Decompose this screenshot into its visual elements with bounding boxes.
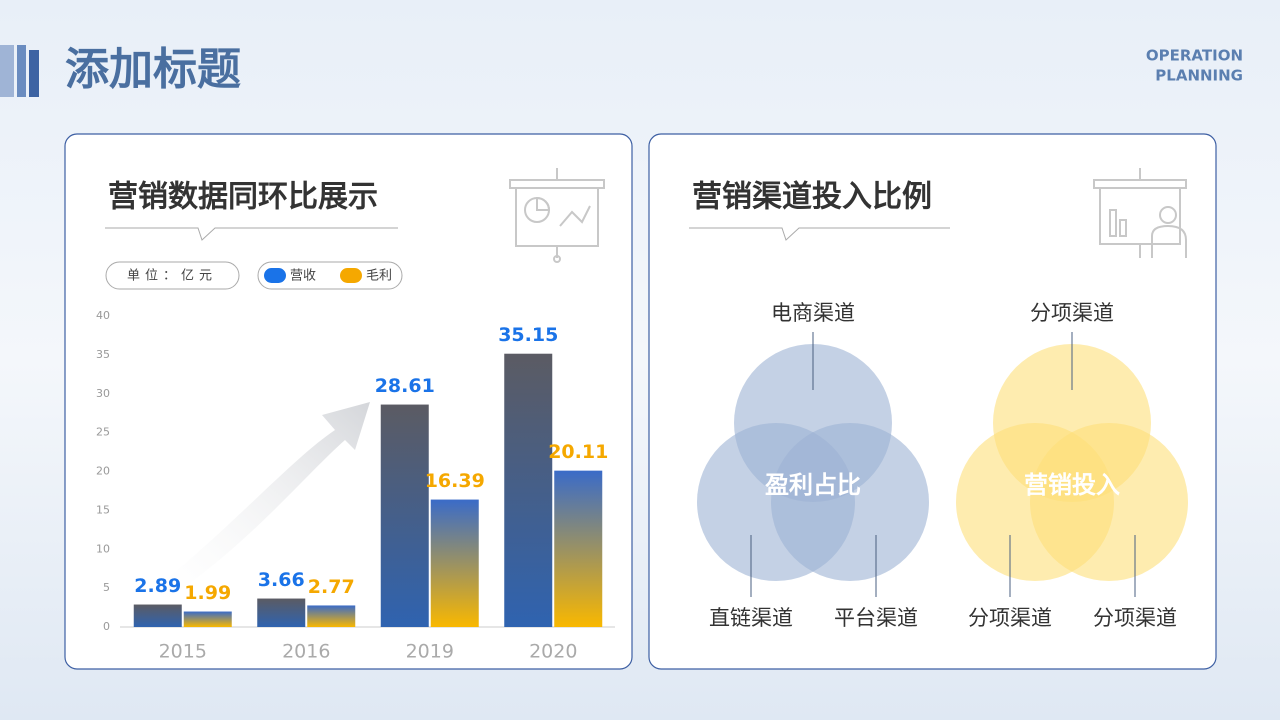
venn-circle bbox=[1030, 423, 1188, 581]
presentation-icon bbox=[1093, 168, 1187, 258]
venn-center: 营销投入 bbox=[1024, 471, 1120, 499]
bar bbox=[183, 611, 232, 627]
header-en: PLANNING bbox=[1155, 67, 1243, 85]
venn-label: 分项渠道 bbox=[1030, 301, 1114, 325]
venn-label: 直链渠道 bbox=[709, 606, 793, 630]
bar bbox=[133, 604, 182, 627]
venn-label: 分项渠道 bbox=[1093, 606, 1177, 630]
data-label: 16.39 bbox=[425, 470, 485, 492]
header-en: OPERATION bbox=[1146, 47, 1243, 65]
slide-title: 添加标题 bbox=[65, 44, 241, 95]
y-tick-label: 15 bbox=[96, 503, 110, 516]
y-tick-label: 20 bbox=[96, 465, 110, 478]
bar bbox=[430, 499, 479, 627]
venn-label: 分项渠道 bbox=[968, 606, 1052, 630]
venn-label: 电商渠道 bbox=[771, 301, 855, 325]
bar bbox=[380, 404, 429, 627]
x-tick-label: 2019 bbox=[406, 641, 454, 663]
data-label: 2.89 bbox=[134, 575, 181, 597]
trend-arrow bbox=[140, 402, 370, 610]
venn-center: 盈利占比 bbox=[764, 471, 861, 499]
legend-swatch bbox=[340, 268, 362, 283]
title-underline bbox=[105, 227, 398, 241]
data-label: 20.11 bbox=[548, 441, 608, 463]
y-tick-label: 25 bbox=[96, 426, 110, 439]
bar bbox=[554, 470, 603, 627]
unit-label: 单位：亿元 bbox=[127, 269, 217, 284]
bar bbox=[257, 598, 306, 627]
x-tick-label: 2020 bbox=[529, 641, 577, 663]
bar bbox=[307, 605, 356, 627]
bar bbox=[504, 353, 553, 627]
title-underline bbox=[689, 227, 950, 241]
legend-label: 毛利 bbox=[366, 269, 392, 284]
panel-title: 营销数据同环比展示 bbox=[108, 180, 378, 215]
y-tick-label: 40 bbox=[96, 309, 110, 322]
venn-label: 平台渠道 bbox=[834, 606, 918, 630]
y-tick-label: 35 bbox=[96, 348, 110, 361]
legend-box bbox=[257, 261, 403, 290]
legend-swatch bbox=[264, 268, 286, 283]
data-label: 35.15 bbox=[498, 324, 558, 346]
x-tick-label: 2016 bbox=[282, 641, 330, 663]
venn-circle bbox=[771, 423, 929, 581]
legend-label: 营收 bbox=[290, 269, 316, 284]
data-label: 3.66 bbox=[258, 569, 305, 591]
x-tick-label: 2015 bbox=[159, 641, 207, 663]
data-label: 2.77 bbox=[308, 576, 355, 598]
y-tick-label: 0 bbox=[103, 620, 110, 633]
data-label: 28.61 bbox=[375, 375, 435, 397]
y-tick-label: 30 bbox=[96, 387, 110, 400]
panel-title: 营销渠道投入比例 bbox=[692, 180, 932, 215]
header-icon bbox=[0, 45, 39, 97]
y-tick-label: 5 bbox=[103, 581, 110, 594]
data-label: 1.99 bbox=[184, 582, 231, 604]
presentation-icon bbox=[509, 168, 605, 263]
y-tick-label: 10 bbox=[96, 542, 110, 555]
unit-pill: 单位：亿元 bbox=[105, 261, 240, 290]
